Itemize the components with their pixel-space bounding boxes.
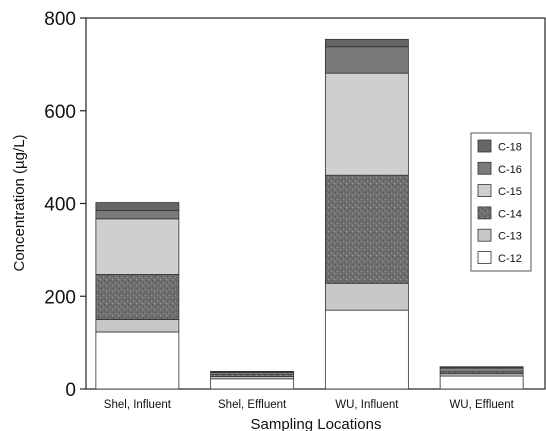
legend-swatch-c-12 — [477, 251, 492, 264]
y-tick-label: 200 — [44, 287, 76, 308]
bar-segment-c-14 — [439, 370, 524, 375]
x-tick-label: Shel, Effluent — [218, 399, 287, 411]
legend-swatch-c-16 — [477, 161, 492, 175]
legend-box — [470, 132, 532, 272]
bar-segment-c-12 — [324, 309, 409, 390]
bar-segment-c-18 — [95, 202, 180, 211]
bar-segment-c-18 — [324, 38, 409, 48]
x-tick-label: WU, Effluent — [449, 399, 514, 411]
bar-segment-c-16 — [324, 46, 409, 74]
legend: C-18 C-16 C-15 C-14 C-13 C-12 — [470, 132, 532, 272]
bar-segment-c-16 — [95, 210, 180, 220]
legend-swatch-c-18 — [477, 139, 492, 153]
bar-segment-c-13 — [324, 282, 409, 311]
legend-label-c-13: C-13 — [498, 231, 522, 243]
legend-swatch-c-14 — [477, 206, 492, 220]
legend-label-c-18: C-18 — [498, 142, 522, 154]
y-tick-label: 800 — [44, 9, 76, 30]
x-tick-label: Shel, Influent — [104, 399, 172, 411]
bar-segment-c-18 — [439, 366, 524, 369]
bar-segment-c-15 — [324, 72, 409, 176]
legend-swatch-c-13 — [477, 228, 492, 242]
y-tick-label: 600 — [44, 102, 76, 123]
x-tick-label: WU, Influent — [335, 399, 399, 411]
legend-label-c-15: C-15 — [498, 186, 522, 198]
bar-segment-c-15 — [95, 218, 180, 275]
legend-label-c-16: C-16 — [498, 164, 522, 176]
y-tick-label: 400 — [44, 195, 76, 216]
legend-label-c-12: C-12 — [498, 253, 522, 265]
bar-segment-c-14 — [95, 274, 180, 320]
x-axis-title: Sampling Locations — [251, 416, 382, 431]
bar-segment-c-12 — [210, 378, 295, 390]
bar-segment-c-12 — [95, 331, 180, 390]
legend-label-c-14: C-14 — [498, 208, 522, 220]
bar-segment-c-13 — [95, 319, 180, 333]
bar-segment-c-12 — [439, 375, 524, 390]
y-axis-title: Concentration (µg/L) — [11, 134, 28, 271]
bar-segment-c-18 — [210, 370, 295, 373]
legend-swatch-c-15 — [477, 184, 492, 198]
bar-segment-c-14 — [324, 174, 409, 284]
y-tick-label: 0 — [65, 380, 76, 401]
